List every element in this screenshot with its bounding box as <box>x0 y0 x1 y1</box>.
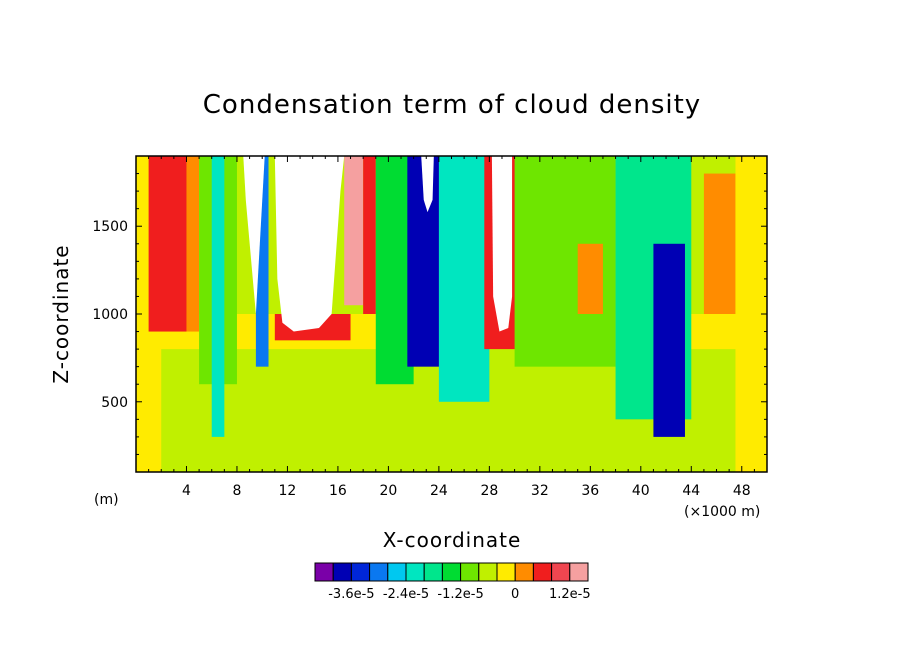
undefined-region <box>491 156 513 332</box>
x-tick-label: 16 <box>329 483 347 499</box>
x-axis-ticks: 4 8 12 16 20 24 28 32 36 40 44 48 <box>148 156 755 499</box>
undefined-region <box>421 156 434 213</box>
colorbar-box <box>332 562 352 582</box>
undefined-region <box>243 156 265 314</box>
colorbar-box <box>350 562 371 582</box>
x-tick-label: 32 <box>531 483 549 499</box>
y-tick-label: 1500 <box>92 219 128 235</box>
contour-band <box>186 156 200 332</box>
x-unit-left: (m) <box>94 492 119 508</box>
x-tick-label: 20 <box>379 483 397 499</box>
colorbar-box <box>496 562 516 582</box>
colorbar-box <box>405 562 425 582</box>
chart-title: Condensation term of cloud density <box>203 90 701 120</box>
y-axis-label: Z-coordinate <box>49 244 73 383</box>
x-tick-label: 48 <box>733 483 751 499</box>
y-tick-label: 500 <box>101 395 128 411</box>
x-tick-label: 8 <box>232 483 241 499</box>
colorbar-tick-label: 1.2e-5 <box>549 587 591 602</box>
x-tick-label: 4 <box>182 483 191 499</box>
colorbar-tick-label: -2.4e-5 <box>383 587 429 602</box>
colorbar-tick-label: -1.2e-5 <box>437 587 483 602</box>
plot-area <box>136 156 767 472</box>
colorbar-box <box>387 562 407 582</box>
x-tick-label: 36 <box>581 483 599 499</box>
contour-band <box>148 156 187 332</box>
colorbar-box <box>314 562 334 582</box>
x-tick-label: 44 <box>682 483 700 499</box>
colorbar-tick-label: 0 <box>511 587 519 602</box>
y-tick-label: 1000 <box>92 307 128 323</box>
colorbar-box <box>478 562 498 582</box>
contour-band <box>438 156 490 402</box>
contour-band <box>653 243 685 437</box>
colorbar-box <box>514 562 534 582</box>
x-tick-label: 24 <box>430 483 448 499</box>
colorbar-box <box>569 562 589 582</box>
y-axis-ticks: 500 1000 1500 <box>92 173 767 455</box>
colorbar-box <box>460 562 480 582</box>
x-tick-label: 12 <box>279 483 297 499</box>
x-tick-label: 28 <box>480 483 498 499</box>
x-unit-right: (×1000 m) <box>684 504 760 520</box>
colorbar: -3.6e-5 -2.4e-5 -1.2e-5 0 1.2e-5 <box>314 562 591 602</box>
x-axis-label: X-coordinate <box>383 528 522 552</box>
contour-band <box>211 156 225 437</box>
colorbar-tick-label: -3.6e-5 <box>328 587 374 602</box>
colorbar-box <box>551 562 571 582</box>
contour-band <box>363 156 376 314</box>
contour-band <box>344 156 364 306</box>
colorbar-box <box>369 562 389 582</box>
x-tick-label: 40 <box>632 483 650 499</box>
colorbar-box <box>423 562 443 582</box>
colorbar-box <box>441 562 462 582</box>
contour-band <box>703 173 736 314</box>
undefined-region <box>274 156 345 332</box>
contour-band <box>577 243 603 314</box>
colorbar-box <box>532 562 553 582</box>
